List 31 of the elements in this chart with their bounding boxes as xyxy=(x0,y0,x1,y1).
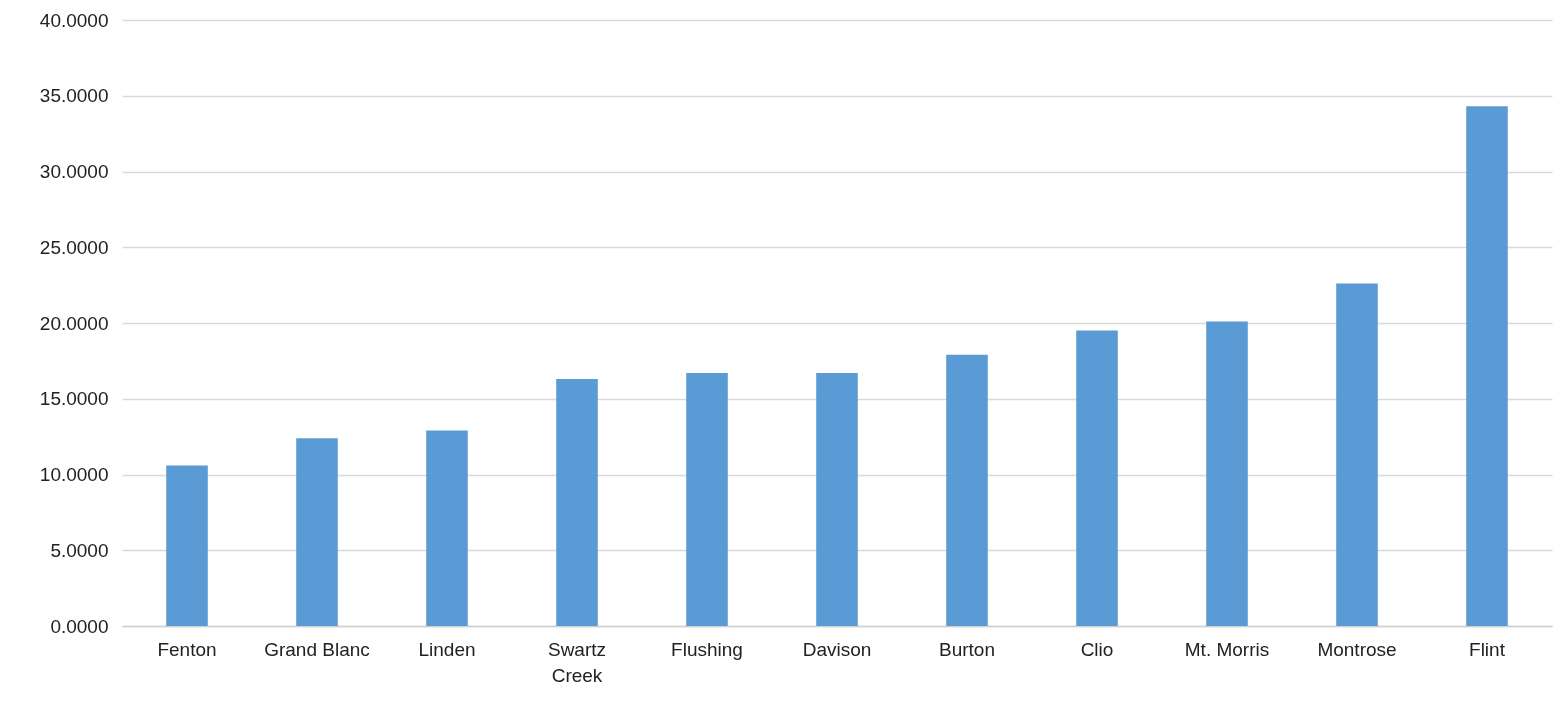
x-tick-label: Montrose xyxy=(1317,638,1397,660)
bar xyxy=(296,438,338,626)
bar xyxy=(946,354,988,626)
bar xyxy=(1076,330,1118,626)
bar xyxy=(166,465,208,626)
x-tick-label: Linden xyxy=(418,638,476,660)
bar xyxy=(1336,283,1378,626)
y-tick-label: 5.0000 xyxy=(50,539,109,561)
y-tick-label: 0.0000 xyxy=(50,615,109,637)
bar xyxy=(1466,106,1508,626)
x-tick-label: Flint xyxy=(1469,638,1506,660)
bar xyxy=(1206,321,1248,626)
x-tick-label: Davison xyxy=(802,638,872,660)
bar xyxy=(686,373,728,626)
bar xyxy=(426,430,468,626)
y-tick-label: 35.0000 xyxy=(39,85,109,107)
y-tick-label: 10.0000 xyxy=(39,464,109,485)
y-tick-label: 20.0000 xyxy=(39,312,109,334)
y-tick-label: 30.0000 xyxy=(39,161,109,182)
x-tick-label: Flushing xyxy=(671,638,743,660)
x-tick-label: Clio xyxy=(1080,638,1114,660)
y-tick-label: 15.0000 xyxy=(39,388,109,410)
bar xyxy=(816,373,858,626)
x-tick-label: Burton xyxy=(939,638,995,660)
x-tick-label: Swartz Creek xyxy=(547,638,607,686)
bar xyxy=(556,379,598,626)
x-tick-label: Fenton xyxy=(157,638,217,660)
y-tick-label: 25.0000 xyxy=(39,236,109,258)
y-tick-label: 40.0000 xyxy=(39,9,109,31)
x-tick-label: Mt. Morris xyxy=(1184,638,1270,660)
x-tick-label: Grand Blanc xyxy=(264,638,370,660)
